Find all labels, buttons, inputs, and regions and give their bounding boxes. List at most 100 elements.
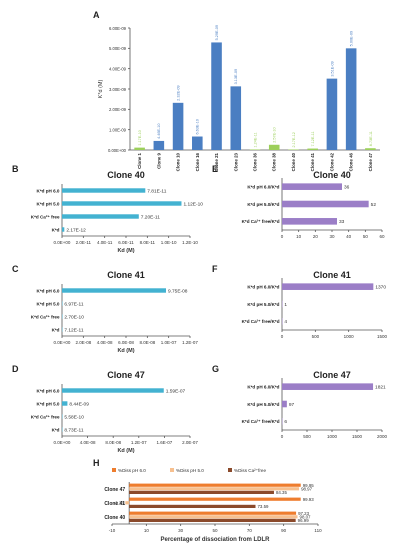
c-bar-data-label: 9.75E-08 [168,288,188,294]
h-legend-swatch [112,468,116,472]
h-bar [129,487,299,490]
b-bar [62,214,139,218]
g-bar [282,401,287,408]
a-y-tick-label: 1.00E-09 [109,127,127,132]
b-bar [62,188,145,192]
h-bar-data-label: -2.23 [114,500,125,505]
g-chart-title: Clone 47 [313,370,351,380]
e-bar-data-label: 33 [339,219,345,225]
e-x-tick-label: 10 [296,234,302,239]
a-category-label: Clone 16 [195,152,200,171]
a-bar-data-label: 3.51E-09 [330,61,334,76]
g-bar-data-label: 6 [284,419,287,425]
panel-letter-f: F [212,264,218,274]
a-category-label: Clone 41 [310,152,315,171]
d-x-tick-label: 4.0E-08 [80,440,96,445]
h-bar [129,491,274,494]
h-bar-data-label: 84.35 [276,490,288,495]
h-x-tick-label: 30 [178,528,184,533]
h-bar-data-label: 96.99 [298,518,310,523]
h-category-label: Clone 47 [104,487,125,493]
c-x-tick-label: 1.0E-07 [161,340,177,345]
e-x-tick-label: 0 [281,234,284,239]
a-y-tick-label: 3.00E-09 [109,87,127,92]
a-category-label: Clone 46 [349,152,354,171]
h-x-tick-label: 110 [314,528,322,533]
h-legend-label: %Diss pH 6.0 [118,468,146,473]
h-bar [129,484,301,487]
a-bar [173,103,184,150]
a-category-label: Clone 38 [272,152,277,171]
e-bar-data-label: 52 [371,202,377,208]
f-bar-data-label: 1370 [375,284,386,290]
a-y-tick-label: 5.00E-09 [109,46,127,51]
a-category-label: Clone 40 [291,152,296,171]
g-bar [282,383,373,390]
a-bar [134,148,145,150]
b-bar [62,227,64,231]
a-y-tick-label: 2.00E-09 [109,107,127,112]
a-category-label: Clone 10 [176,152,181,171]
h-bar [125,501,129,504]
g-bar-data-label: 97 [289,402,295,408]
d-x-tick-label: 0.0E+00 [54,440,71,445]
h-x-tick-label: 10 [144,528,150,533]
c-x-tick-label: 6.0E-08 [118,340,134,345]
d-bar-data-label: 5.58E-10 [64,414,84,420]
h-bar [129,515,297,518]
a-bar-data-label: 1.17E-10 [138,130,142,145]
c-bar-data-label: 6.97E-11 [64,301,83,307]
f-category-label: K*d pH 5.0/K*d [247,302,279,307]
h-x-tick-label: 70 [247,528,253,533]
d-chart-title: Clone 47 [107,370,145,380]
b-bar-data-label: 1.12E-10 [183,201,203,207]
h-bar [129,519,295,522]
d-category-label: K*d pH 6.0 [37,388,60,393]
b-bar-data-label: 2.17E-12 [66,227,86,233]
a-bar [192,137,203,150]
g-category-label: K*d pH 6.0/K*d [247,384,279,389]
e-bar-data-label: 36 [344,184,350,190]
a-bar-data-label: 6.63E-10 [196,119,200,134]
h-bar-data-label: 98.97 [301,486,313,491]
g-category-label: K*d Ca²⁺ free/K*d [242,419,280,424]
b-category-label: K*d pH 5.0 [37,201,60,206]
f-x-tick-label: 0 [281,334,284,339]
a-category-label: Clone 9 [156,152,161,168]
d-bar-data-label: 8.44E-09 [69,401,89,407]
b-x-tick-label: 6.0E-11 [118,240,134,245]
e-bar [282,218,337,225]
a-bar [230,86,241,150]
e-x-tick-label: 60 [379,234,385,239]
e-chart-title: Clone 40 [313,170,351,180]
b-category-label: K*d [52,227,60,232]
a-bar-data-label: 4.46E-10 [157,124,161,139]
a-bar [211,42,222,150]
a-bar-data-label: 1.24E-11 [253,132,257,147]
a-category-label: Clone 23 [233,152,238,171]
a-category-label: Clone 42 [329,152,334,171]
f-bar [282,283,373,290]
panel-letter-h: H [93,458,100,468]
g-x-tick-label: 0 [281,434,284,439]
g-x-tick-label: 2000 [377,434,388,439]
a-bar-data-label: 5.29E-09 [215,25,219,40]
h-x-tick-label: -10 [109,528,116,533]
a-bar [327,79,338,150]
e-bar [282,201,369,208]
f-category-label: K*d pH 6.0/K*d [247,284,279,289]
e-x-tick-label: 40 [346,234,352,239]
b-category-label: K*d pH 6.0 [37,188,60,193]
b-x-tick-label: 8.0E-11 [140,240,156,245]
b-x-tick-label: 1.0E-10 [161,240,177,245]
h-bar-data-label: 73.59 [257,504,269,509]
f-chart-title: Clone 41 [313,270,351,280]
a-y-tick-label: 4.00E-09 [109,66,127,71]
c-x-tick-label: 1.2E-07 [182,340,198,345]
a-bar [346,48,357,150]
b-x-axis-title: Kd (M) [117,248,134,254]
d-x-axis-title: Kd (M) [117,448,134,454]
h-legend-swatch [228,468,232,472]
d-bar [62,388,164,392]
